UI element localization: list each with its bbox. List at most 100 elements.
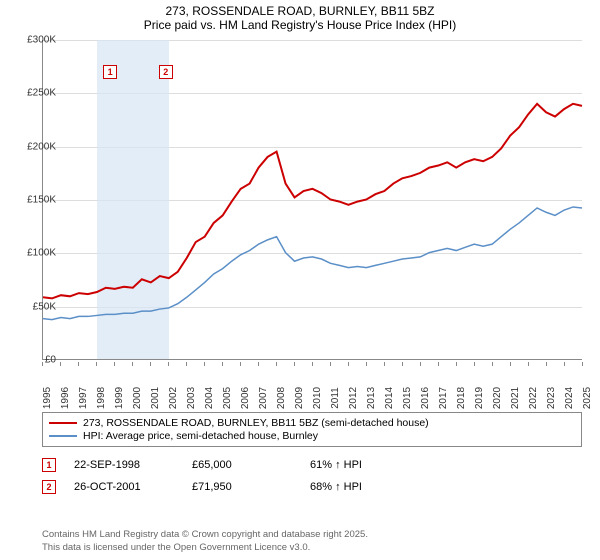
sale-event-row: 1 22-SEP-1998 £65,000 61% ↑ HPI: [42, 454, 582, 476]
x-axis-label: 2016: [420, 387, 431, 409]
sale-marker-mini: 1: [42, 458, 56, 472]
x-axis-label: 2021: [510, 387, 521, 409]
x-axis-label: 2017: [438, 387, 449, 409]
sale-delta: 68% ↑ HPI: [310, 481, 410, 493]
x-axis-label: 2001: [150, 387, 161, 409]
legend-item: HPI: Average price, semi-detached house,…: [49, 430, 575, 442]
x-tick: [402, 362, 403, 366]
x-tick: [456, 362, 457, 366]
x-tick: [96, 362, 97, 366]
legend-item: 273, ROSSENDALE ROAD, BURNLEY, BB11 5BZ …: [49, 417, 575, 429]
x-axis-label: 1996: [60, 387, 71, 409]
x-tick: [366, 362, 367, 366]
chart-legend: 273, ROSSENDALE ROAD, BURNLEY, BB11 5BZ …: [42, 412, 582, 447]
x-axis-label: 2019: [474, 387, 485, 409]
x-axis-label: 2025: [582, 387, 593, 409]
x-tick: [150, 362, 151, 366]
x-tick: [78, 362, 79, 366]
sale-price: £65,000: [192, 459, 292, 471]
x-axis-label: 2008: [276, 387, 287, 409]
x-tick: [510, 362, 511, 366]
x-axis-label: 2011: [330, 387, 341, 409]
x-axis-labels: 1995 1996 1997 1998 1999 2000 2001 2002 2003 2004…: [42, 362, 582, 406]
x-axis-label: 2013: [366, 387, 377, 409]
x-tick: [564, 362, 565, 366]
x-axis-label: 1995: [42, 387, 53, 409]
x-axis-label: 2012: [348, 387, 359, 409]
sale-marker-mini: 2: [42, 480, 56, 494]
x-axis-label: 1999: [114, 387, 125, 409]
y-axis-label: £300K: [27, 35, 56, 46]
x-axis-label: 1998: [96, 387, 107, 409]
x-tick: [384, 362, 385, 366]
x-tick: [258, 362, 259, 366]
sale-events-table: 1 22-SEP-1998 £65,000 61% ↑ HPI 2 26-OCT-2001…: [42, 454, 582, 498]
attribution-footer: Contains HM Land Registry data © Crown c…: [42, 529, 368, 554]
x-axis-label: 2006: [240, 387, 251, 409]
x-axis-label: 2003: [186, 387, 197, 409]
x-tick: [330, 362, 331, 366]
x-axis-label: 1997: [78, 387, 89, 409]
chart-plot-area: 12: [42, 40, 582, 360]
x-tick: [240, 362, 241, 366]
x-axis-label: 2005: [222, 387, 233, 409]
title-subtitle: Price paid vs. HM Land Registry's House …: [0, 18, 600, 32]
x-tick: [474, 362, 475, 366]
legend-swatch: [49, 422, 77, 424]
sale-date: 22-SEP-1998: [74, 459, 174, 471]
y-axis-label: £200K: [27, 141, 56, 152]
y-axis-label: £50K: [33, 301, 56, 312]
x-tick: [42, 362, 43, 366]
x-tick: [168, 362, 169, 366]
x-axis-label: 2020: [492, 387, 503, 409]
sale-delta: 61% ↑ HPI: [310, 459, 410, 471]
footer-copyright: Contains HM Land Registry data © Crown c…: [42, 529, 368, 541]
x-tick: [528, 362, 529, 366]
y-axis-label: £250K: [27, 88, 56, 99]
x-tick: [492, 362, 493, 366]
x-axis-label: 2015: [402, 387, 413, 409]
x-axis-label: 2007: [258, 387, 269, 409]
x-axis-label: 2002: [168, 387, 179, 409]
x-tick: [222, 362, 223, 366]
legend-label: HPI: Average price, semi-detached house,…: [83, 430, 318, 442]
y-axis-label: £150K: [27, 195, 56, 206]
x-tick: [582, 362, 583, 366]
x-tick: [312, 362, 313, 366]
x-tick: [420, 362, 421, 366]
footer-licence: This data is licensed under the Open Gov…: [42, 542, 368, 554]
series-line: [43, 104, 582, 299]
x-tick: [546, 362, 547, 366]
sale-event-row: 2 26-OCT-2001 £71,950 68% ↑ HPI: [42, 476, 582, 498]
x-tick: [294, 362, 295, 366]
x-axis-label: 2023: [546, 387, 557, 409]
x-tick: [132, 362, 133, 366]
x-tick: [348, 362, 349, 366]
x-axis-label: 2018: [456, 387, 467, 409]
x-tick: [186, 362, 187, 366]
x-tick: [114, 362, 115, 366]
sale-date: 26-OCT-2001: [74, 481, 174, 493]
x-axis-label: 2024: [564, 387, 575, 409]
x-axis-label: 2004: [204, 387, 215, 409]
y-axis-label: £0: [45, 355, 56, 366]
x-axis-label: 2014: [384, 387, 395, 409]
legend-label: 273, ROSSENDALE ROAD, BURNLEY, BB11 5BZ …: [83, 417, 429, 429]
x-axis-label: 2022: [528, 387, 539, 409]
legend-swatch: [49, 435, 77, 437]
chart-svg: [43, 40, 582, 359]
x-tick: [438, 362, 439, 366]
x-axis-label: 2000: [132, 387, 143, 409]
sale-marker: 1: [103, 65, 117, 79]
x-tick: [276, 362, 277, 366]
x-tick: [204, 362, 205, 366]
chart-title-block: 273, ROSSENDALE ROAD, BURNLEY, BB11 5BZ …: [0, 0, 600, 34]
x-axis-label: 2009: [294, 387, 305, 409]
x-tick: [60, 362, 61, 366]
series-line: [43, 207, 582, 320]
y-axis-label: £100K: [27, 248, 56, 259]
title-address: 273, ROSSENDALE ROAD, BURNLEY, BB11 5BZ: [0, 4, 600, 18]
x-axis-label: 2010: [312, 387, 323, 409]
sale-price: £71,950: [192, 481, 292, 493]
sale-marker: 2: [159, 65, 173, 79]
